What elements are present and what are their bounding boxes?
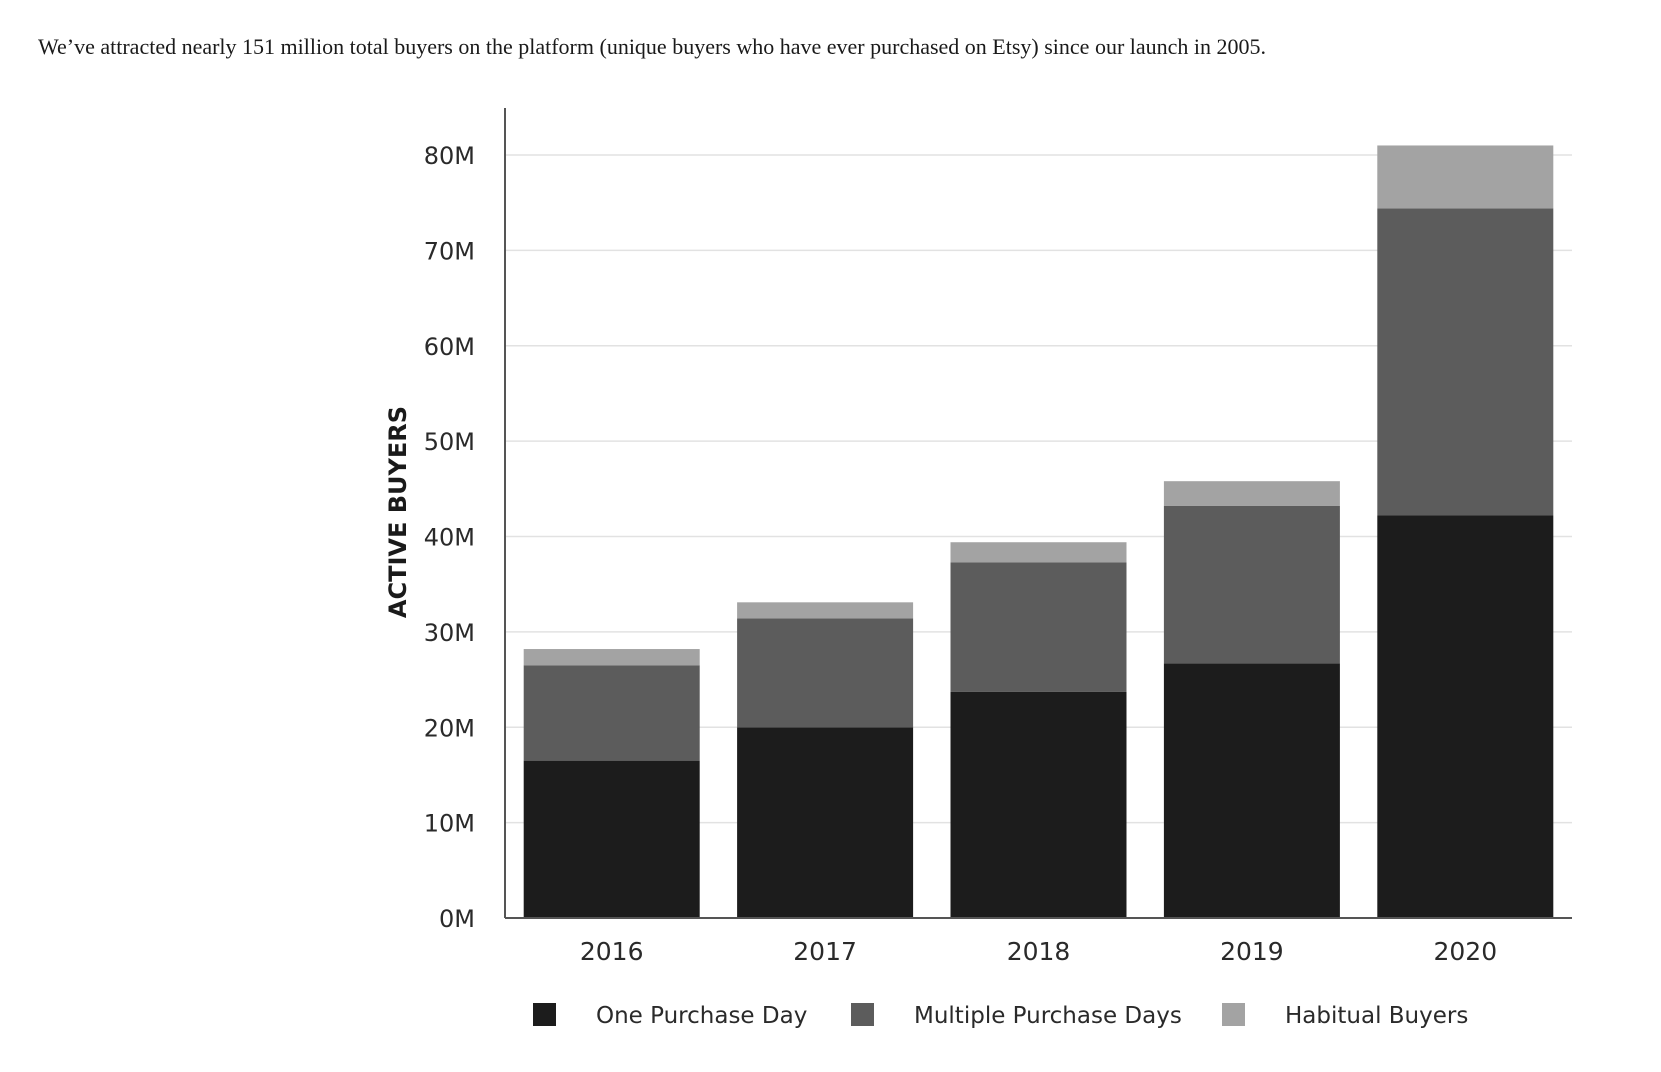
bar-segment	[523, 760, 700, 918]
bar-segment	[523, 649, 700, 666]
y-axis-title: ACTIVE BUYERS	[384, 406, 412, 618]
legend-label: Habitual Buyers	[1285, 1003, 1468, 1029]
bar-segment	[950, 542, 1127, 563]
y-tick-label: 50M	[424, 428, 475, 456]
y-tick-label: 20M	[424, 714, 475, 742]
x-tick-label: 2017	[793, 937, 857, 966]
legend-swatch	[851, 1003, 874, 1026]
bar-segment	[1163, 663, 1340, 918]
x-tick-label: 2020	[1433, 937, 1497, 966]
y-tick-label: 70M	[424, 237, 475, 265]
bar-segment	[1163, 505, 1340, 664]
bar-segment	[737, 602, 914, 619]
intro-paragraph: We’ve attracted nearly 151 million total…	[38, 34, 1267, 59]
x-tick-label: 2019	[1220, 937, 1284, 966]
y-tick-label: 30M	[424, 619, 475, 647]
bar-segment	[1163, 481, 1340, 506]
legend-label: Multiple Purchase Days	[914, 1003, 1182, 1029]
bar-segment	[737, 618, 914, 728]
y-tick-label: 0M	[439, 905, 475, 933]
bar-segment	[1377, 515, 1554, 918]
y-tick-label: 10M	[424, 810, 475, 838]
legend-label: One Purchase Day	[596, 1003, 807, 1029]
bar-segment	[950, 691, 1127, 918]
y-tick-label: 40M	[424, 524, 475, 552]
y-tick-label: 80M	[424, 142, 475, 170]
bar-segment	[950, 562, 1127, 692]
x-tick-label: 2016	[580, 937, 644, 966]
legend-swatch	[533, 1003, 556, 1026]
bar-segment	[1377, 145, 1554, 209]
legend-swatch	[1222, 1003, 1245, 1026]
x-tick-label: 2018	[1007, 937, 1071, 966]
bar-segment	[1377, 208, 1554, 516]
bar-segment	[737, 727, 914, 918]
bar-segment	[523, 665, 700, 761]
y-tick-label: 60M	[424, 333, 475, 361]
